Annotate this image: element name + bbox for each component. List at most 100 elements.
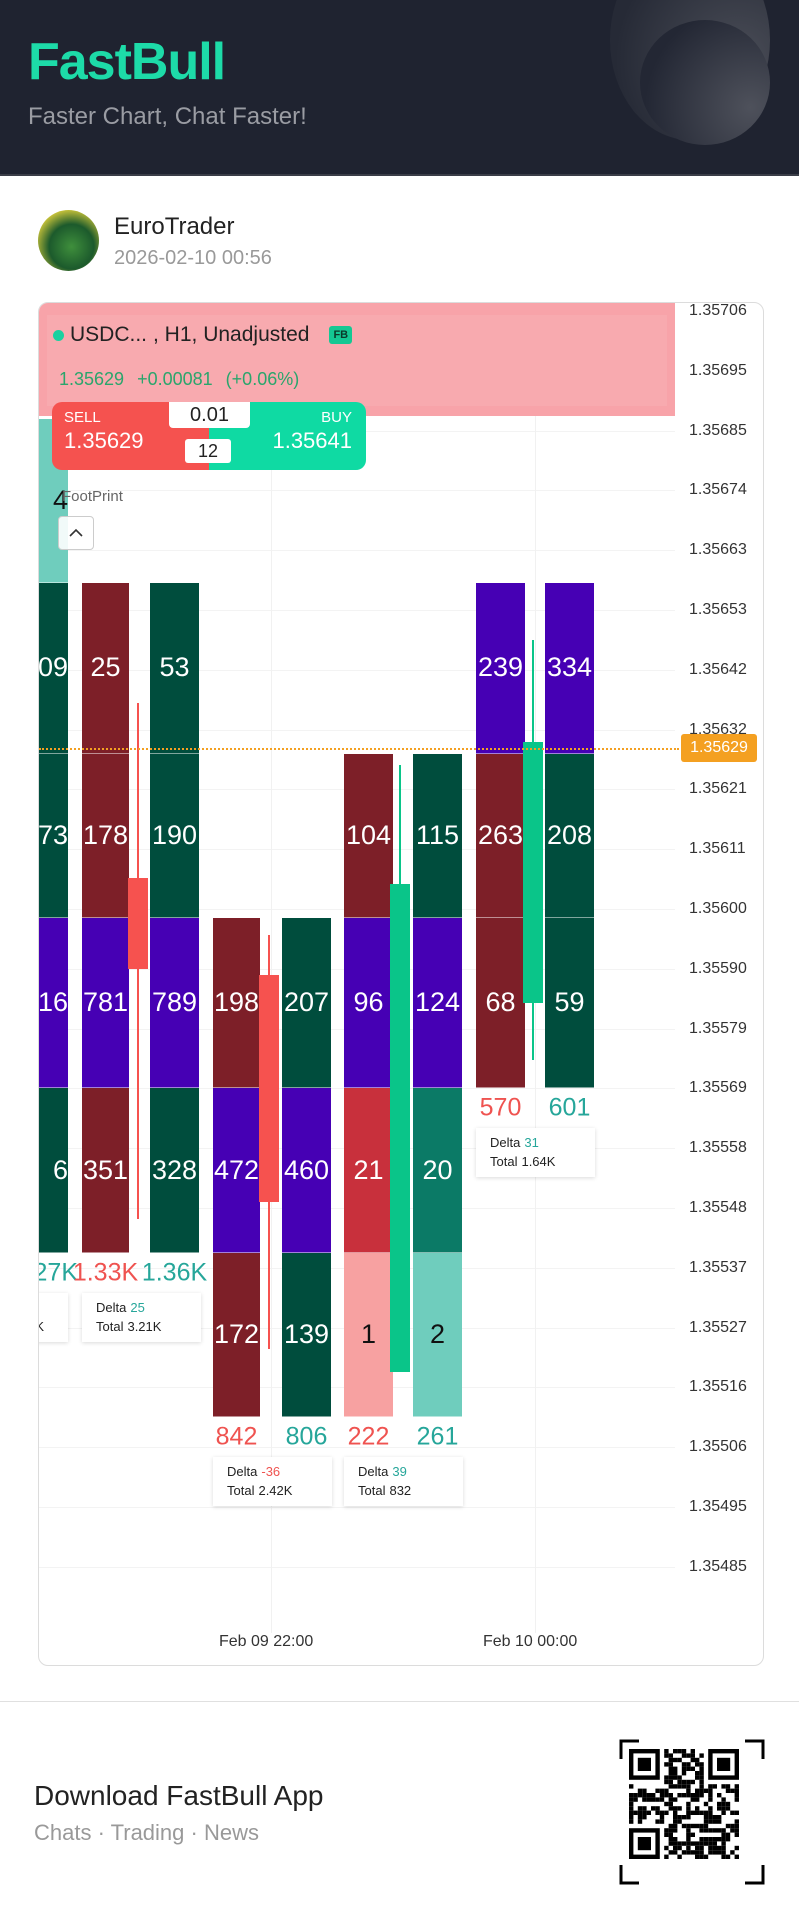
footprint-cell[interactable]: 96 bbox=[344, 918, 393, 1089]
delta-row: Delta -36 bbox=[227, 1462, 332, 1481]
footprint-cell[interactable]: 25 bbox=[82, 583, 129, 754]
footprint-cell[interactable]: 139 bbox=[282, 1252, 331, 1418]
qr-code[interactable] bbox=[619, 1739, 765, 1885]
y-tick-label: 1.35516 bbox=[689, 1378, 747, 1396]
column-total: 1.36K bbox=[141, 1258, 208, 1287]
footprint-cell[interactable]: 53 bbox=[150, 583, 199, 754]
quote-line: 1.35629 +0.00081 (+0.06%) bbox=[59, 369, 299, 390]
x-tick-label: Feb 09 22:00 bbox=[219, 1633, 314, 1650]
x-tick-label: Feb 10 00:00 bbox=[483, 1633, 578, 1650]
footprint-cell[interactable]: 190 bbox=[150, 753, 199, 919]
total-label: Total bbox=[490, 1154, 518, 1170]
delta-row: Delta bbox=[39, 1298, 68, 1317]
author-name[interactable]: EuroTrader bbox=[114, 213, 235, 240]
candle-body[interactable] bbox=[259, 974, 279, 1202]
delta-row: Delta 39 bbox=[358, 1462, 463, 1481]
download-subtitle: Chats · Trading · News bbox=[34, 1820, 259, 1845]
delta-row: Delta 31 bbox=[490, 1133, 595, 1152]
y-tick-label: 1.35600 bbox=[689, 900, 747, 917]
delta-box: Delta K bbox=[39, 1292, 68, 1342]
candle-body[interactable] bbox=[523, 742, 543, 1004]
y-tick-label: 1.35706 bbox=[689, 302, 747, 319]
symbol-title[interactable]: USDC... , H1, Unadjusted FB bbox=[53, 323, 353, 347]
fastbull-logo: FastBull bbox=[28, 33, 226, 91]
delta-row: Delta 25 bbox=[96, 1298, 201, 1317]
total-row: K bbox=[39, 1317, 68, 1336]
y-tick-label: 1.35485 bbox=[689, 1557, 747, 1575]
footprint-cell[interactable]: 59 bbox=[545, 918, 594, 1089]
download-title[interactable]: Download FastBull App bbox=[34, 1780, 324, 1811]
column-total: 27K bbox=[39, 1258, 78, 1287]
trade-widget: SELL 1.35629 BUY 1.35641 0.01 12 bbox=[52, 402, 366, 470]
sell-label: SELL bbox=[64, 409, 101, 426]
footprint-cell[interactable]: 2 bbox=[413, 1252, 462, 1418]
y-tick-label: 1.35695 bbox=[689, 361, 747, 379]
tagline: Faster Chart, Chat Faster! bbox=[28, 103, 307, 130]
footprint-cell[interactable]: 09 bbox=[39, 583, 68, 754]
footprint-cell[interactable]: 781 bbox=[82, 918, 129, 1089]
avatar[interactable] bbox=[38, 210, 99, 271]
grid-line bbox=[39, 1566, 675, 1568]
column-total: 570 bbox=[479, 1093, 522, 1122]
grid-line bbox=[39, 669, 675, 671]
footprint-cell[interactable]: 6 bbox=[39, 1088, 68, 1253]
delta-label: Delta bbox=[227, 1464, 258, 1480]
grid-line bbox=[39, 729, 675, 731]
grid-line bbox=[39, 550, 675, 552]
buy-price: 1.35641 bbox=[272, 428, 352, 453]
last-price: 1.35629 bbox=[59, 369, 125, 389]
candle-body[interactable] bbox=[390, 884, 410, 1373]
collapse-indicator-button[interactable] bbox=[58, 516, 94, 550]
footprint-cell[interactable]: 73 bbox=[39, 753, 68, 919]
footprint-cell[interactable]: 104 bbox=[344, 753, 393, 919]
total-row: Total 1.64K bbox=[490, 1152, 595, 1171]
footprint-cell[interactable]: 21 bbox=[344, 1088, 393, 1253]
grid-line bbox=[39, 490, 675, 492]
delta-value: 31 bbox=[524, 1135, 539, 1151]
footprint-cell[interactable]: 789 bbox=[150, 918, 199, 1089]
footprint-cell[interactable]: 68 bbox=[476, 918, 525, 1089]
delta-box: Delta 31 Total 1.64K bbox=[476, 1128, 595, 1178]
chart-card[interactable]: 1.35706 1.35695 1.35685 1.35674 1.35663 1.356… bbox=[38, 302, 764, 1666]
total-row: Total 832 bbox=[358, 1481, 463, 1500]
delta-box: Delta -36 Total 2.42K bbox=[213, 1457, 332, 1507]
footprint-cell[interactable]: 124 bbox=[413, 918, 462, 1089]
lot-size-input[interactable]: 0.01 bbox=[169, 402, 250, 428]
total-value: K bbox=[39, 1319, 44, 1334]
column-total: 601 bbox=[548, 1093, 591, 1122]
delta-label: Delta bbox=[96, 1299, 127, 1315]
footprint-cell[interactable]: 208 bbox=[545, 753, 594, 919]
y-tick-label: 1.35527 bbox=[689, 1318, 747, 1336]
fb-badge-icon: FB bbox=[329, 326, 353, 344]
footprint-cell[interactable]: 351 bbox=[82, 1088, 129, 1253]
footprint-cell[interactable]: 20 bbox=[413, 1088, 462, 1253]
grid-line bbox=[39, 1507, 675, 1508]
column-total: 806 bbox=[285, 1422, 328, 1451]
y-tick-label: 1.35632 bbox=[689, 720, 747, 738]
y-tick-label: 1.35642 bbox=[689, 660, 747, 678]
y-tick-label: 1.35674 bbox=[689, 481, 747, 499]
current-price-tag: 1.35629 bbox=[681, 733, 757, 762]
footprint-cell[interactable]: 115 bbox=[413, 753, 462, 919]
footprint-cell[interactable]: 16 bbox=[39, 918, 68, 1089]
footprint-cell[interactable]: 178 bbox=[82, 753, 129, 919]
footprint-cell[interactable]: 328 bbox=[150, 1088, 199, 1253]
footprint-cell[interactable]: 334 bbox=[545, 583, 594, 754]
total-value: 2.42K bbox=[258, 1483, 293, 1499]
status-dot-icon bbox=[53, 329, 64, 341]
footprint-cell[interactable]: 239 bbox=[476, 583, 525, 754]
footprint-cell[interactable]: 263 bbox=[476, 753, 525, 919]
qr-code-icon bbox=[619, 1739, 765, 1885]
candle-body[interactable] bbox=[128, 878, 148, 970]
footprint-cell[interactable]: 207 bbox=[282, 918, 331, 1089]
y-tick-label: 1.35548 bbox=[689, 1199, 747, 1216]
footprint-cell[interactable]: 460 bbox=[282, 1088, 331, 1253]
buy-button[interactable]: BUY 1.35641 bbox=[209, 402, 366, 470]
footprint-cell[interactable]: 1 bbox=[344, 1252, 393, 1418]
total-row: Total 3.21K bbox=[96, 1317, 201, 1336]
footprint-cell[interactable]: 172 bbox=[213, 1252, 260, 1418]
footprint-cell[interactable]: 198 bbox=[213, 918, 260, 1089]
footprint-cell[interactable]: 472 bbox=[213, 1088, 260, 1253]
delta-label: Delta bbox=[490, 1135, 521, 1151]
symbol-name: USDC... bbox=[70, 323, 148, 346]
